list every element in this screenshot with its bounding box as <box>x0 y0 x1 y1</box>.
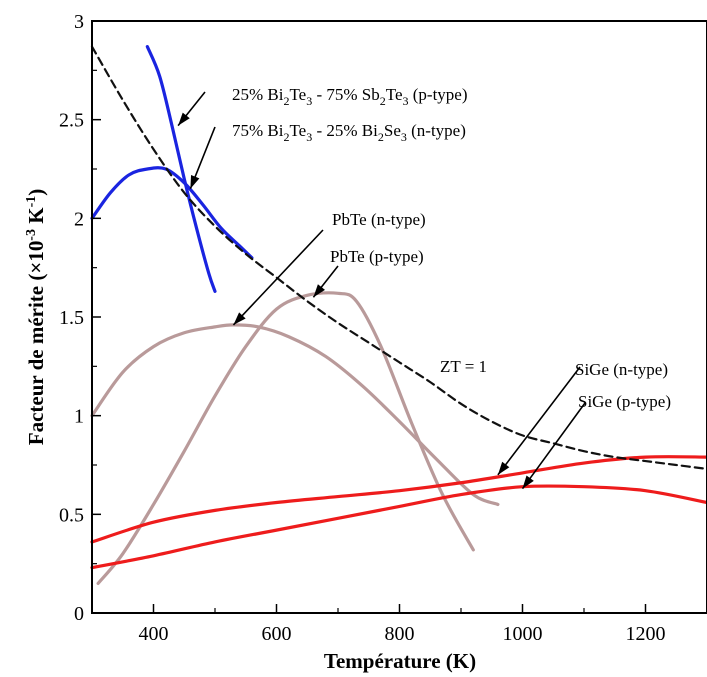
annotation-sige-n: SiGe (n-type) <box>575 360 668 379</box>
series-line-25-bi2te3-75-sb2te3-p-type <box>145 45 217 293</box>
annotation-arrowhead <box>522 475 534 489</box>
y-tick-label: 1.5 <box>59 307 84 329</box>
y-tick-label: 1 <box>74 406 84 428</box>
annotation-bi2te3-bi2se3: 75% Bi2Te3 - 25% Bi2Se3 (n-type) <box>232 121 466 144</box>
annotation-arrow-line <box>232 229 324 326</box>
annotation-arrow-line <box>497 366 581 476</box>
series-line-pbte-n-type <box>90 323 500 507</box>
annotation-pbte-p: PbTe (p-type) <box>330 247 424 266</box>
annotation-arrowhead <box>233 312 246 325</box>
y-tick-label: 2.5 <box>59 110 84 132</box>
x-axis-label: Température (K) <box>324 649 476 673</box>
series-line-75-bi2te3-25-bi2se3-n-type <box>90 166 254 260</box>
series-line-zt-1 <box>90 45 707 471</box>
y-tick-label: 0 <box>74 603 84 625</box>
y-tick-label: 3 <box>74 11 84 33</box>
x-tick-label: 1000 <box>503 623 543 645</box>
chart-annotations: 25% Bi2Te3 - 75% Sb2Te3 (p-type) 75% Bi2T… <box>177 85 671 490</box>
annotation-arrowhead <box>313 284 325 298</box>
annotation-pbte-n: PbTe (n-type) <box>332 210 426 229</box>
annotation-bi2te3-sb2te3: 25% Bi2Te3 - 75% Sb2Te3 (p-type) <box>232 85 468 108</box>
x-tick-label: 600 <box>262 623 292 645</box>
annotation-arrowhead <box>497 461 510 475</box>
chart-curves <box>90 45 707 585</box>
x-tick-label: 1200 <box>626 623 666 645</box>
y-tick-label: 0.5 <box>59 504 84 526</box>
plot-area-frame <box>91 20 707 614</box>
series-line-sige-p-type <box>90 484 707 570</box>
annotation-arrowhead <box>190 174 200 189</box>
annotation-sige-p: SiGe (p-type) <box>578 392 671 411</box>
annotation-arrowhead <box>178 112 190 126</box>
series-line-sige-n-type <box>90 455 707 544</box>
annotation-zt-1: ZT = 1 <box>440 357 487 376</box>
x-tick-label: 800 <box>385 623 415 645</box>
series-line-pbte-p-type <box>96 291 475 585</box>
axis-ticks: 400 600 800 1000 1200 0 0.5 1 1.5 2 2.5 3 <box>59 11 707 645</box>
x-tick-label: 400 <box>139 623 169 645</box>
annotation-arrow-line <box>521 402 586 490</box>
y-tick-label: 2 <box>74 208 84 230</box>
y-axis-label: Facteur de mérite (×10-3 K-1) <box>24 189 48 446</box>
